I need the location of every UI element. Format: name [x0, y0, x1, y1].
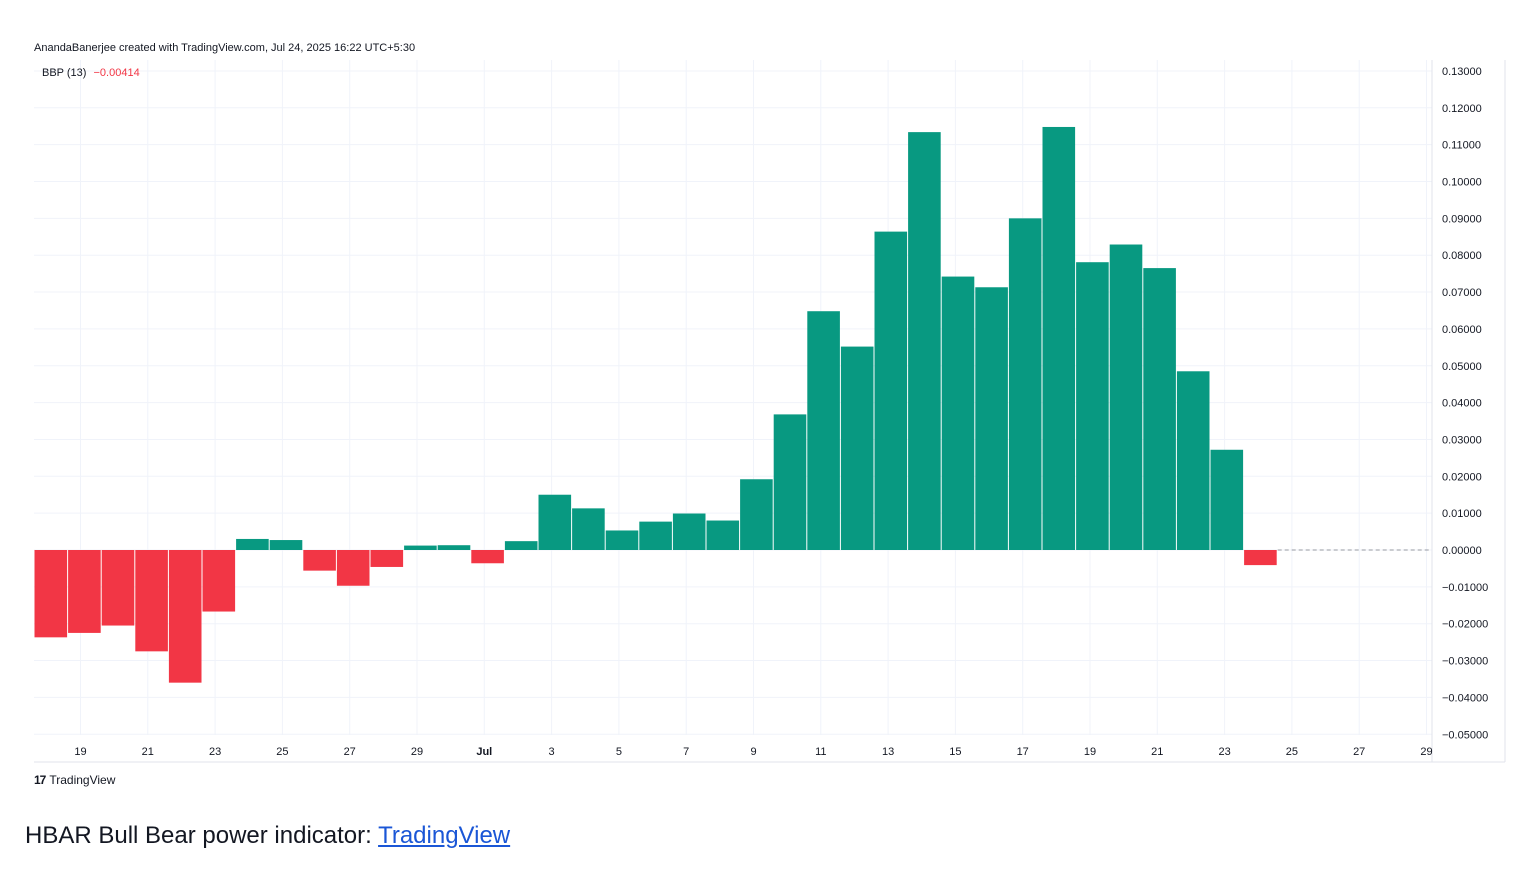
x-tick-label: 9 — [750, 746, 756, 758]
x-tick-label: 23 — [1218, 746, 1230, 758]
caption-link[interactable]: TradingView — [378, 822, 511, 849]
bbp-bar — [874, 231, 908, 550]
bbp-bar — [303, 550, 336, 571]
bbp-bar — [908, 132, 941, 550]
x-tick-label: 19 — [74, 746, 86, 758]
tradingview-brand[interactable]: 17 TradingView — [34, 773, 115, 787]
bbp-bar — [572, 508, 605, 550]
bbp-histogram-chart: 0.13000 0.12000 0.11000 0.10000 0.09000 0.080… — [34, 60, 1506, 763]
bars — [34, 126, 1277, 683]
y-tick-label: 0.11000 — [1442, 140, 1481, 152]
indicator-value: −0.00414 — [93, 67, 140, 79]
brand-name: TradingView — [49, 773, 116, 787]
x-tick-label: 21 — [1151, 746, 1163, 758]
tradingview-logo-icon: 17 — [34, 773, 46, 787]
bbp-bar — [740, 479, 773, 550]
x-tick-label: 23 — [209, 746, 221, 758]
x-tick-label: 25 — [1286, 746, 1298, 758]
bbp-bar — [605, 530, 639, 550]
bbp-bar — [135, 550, 168, 652]
x-tick-label: 17 — [1017, 746, 1029, 758]
x-tick-label: 29 — [1420, 746, 1432, 758]
bbp-bar — [168, 550, 202, 683]
bbp-bar — [370, 550, 404, 567]
y-tick-label: 0.08000 — [1442, 250, 1482, 262]
bbp-bar — [336, 550, 370, 586]
bbp-bar — [471, 550, 504, 564]
x-tick-label: 21 — [142, 746, 154, 758]
y-tick-label: 0.06000 — [1442, 324, 1482, 336]
y-tick-label: 0.09000 — [1442, 213, 1482, 225]
bbp-bar — [538, 494, 572, 550]
bbp-bar — [504, 541, 538, 550]
indicator-name: BBP (13) — [42, 67, 87, 79]
x-tick-label: 13 — [882, 746, 894, 758]
indicator-legend[interactable]: BBP (13) −0.00414 — [42, 67, 140, 79]
grid — [34, 60, 1432, 735]
bbp-bar — [807, 311, 840, 550]
figure-caption: HBAR Bull Bear power indicator: TradingV… — [25, 822, 510, 850]
y-tick-label: −0.02000 — [1442, 619, 1488, 631]
y-tick-label: 0.01000 — [1442, 508, 1482, 520]
y-tick-label: 0.12000 — [1442, 103, 1482, 115]
y-tick-label: 0.04000 — [1442, 398, 1482, 410]
bbp-bar — [1176, 371, 1210, 550]
bbp-bar — [101, 550, 135, 626]
y-tick-label: 0.02000 — [1442, 471, 1482, 483]
bbp-bar — [672, 513, 706, 550]
bbp-bar — [639, 521, 672, 550]
y-tick-label: 0.05000 — [1442, 361, 1482, 373]
y-tick-label: 0.03000 — [1442, 434, 1482, 446]
chart-attribution: AnandaBanerjee created with TradingView.… — [34, 42, 416, 54]
bbp-bar — [1109, 244, 1143, 551]
y-tick-label: 0.10000 — [1442, 177, 1482, 189]
y-tick-label: 0.07000 — [1442, 287, 1482, 299]
x-tick-label: 3 — [549, 746, 555, 758]
x-tick-label: 25 — [276, 746, 288, 758]
x-tick-label: 27 — [344, 746, 356, 758]
bbp-bar — [773, 414, 807, 550]
x-tick-label: 19 — [1084, 746, 1096, 758]
bbp-bar — [34, 550, 68, 638]
y-tick-label: 0.00000 — [1442, 545, 1482, 557]
bbp-bar — [840, 346, 874, 550]
bbp-bar — [236, 538, 269, 550]
x-tick-label: 27 — [1353, 746, 1365, 758]
x-tick-label: 5 — [616, 746, 622, 758]
bbp-bar — [1076, 262, 1109, 550]
y-tick-label: −0.01000 — [1442, 582, 1488, 594]
bbp-bar — [975, 287, 1008, 550]
x-tick-label: 15 — [949, 746, 961, 758]
bbp-bar — [404, 545, 437, 550]
time-axis[interactable]: 19 21 23 25 27 29 Jul 3 5 7 9 11 13 15 17 19 21 23 25 27 29 — [34, 60, 1506, 763]
caption-text: HBAR Bull Bear power indicator: — [25, 822, 379, 849]
y-tick-label: −0.03000 — [1442, 656, 1488, 668]
bbp-bar — [706, 520, 740, 550]
y-tick-label: −0.04000 — [1442, 692, 1488, 704]
bbp-bar — [68, 550, 101, 633]
x-tick-label: 29 — [411, 746, 423, 758]
y-tick-label: 0.13000 — [1442, 66, 1482, 78]
x-tick-label: Jul — [476, 746, 492, 758]
x-tick-label: 7 — [683, 746, 689, 758]
bbp-bar — [269, 540, 303, 550]
bbp-bar — [941, 276, 975, 550]
bbp-bar — [202, 550, 236, 612]
bbp-bar — [1008, 218, 1042, 550]
bbp-bar — [1143, 268, 1176, 550]
x-tick-label: 11 — [815, 746, 826, 758]
bbp-bar — [1244, 550, 1277, 566]
bbp-bar — [1210, 449, 1244, 550]
bbp-bar — [1042, 126, 1076, 550]
price-axis[interactable]: 0.13000 0.12000 0.11000 0.10000 0.09000 0.080… — [1431, 60, 1488, 762]
y-tick-label: −0.05000 — [1442, 729, 1488, 741]
bbp-bar — [437, 545, 471, 550]
